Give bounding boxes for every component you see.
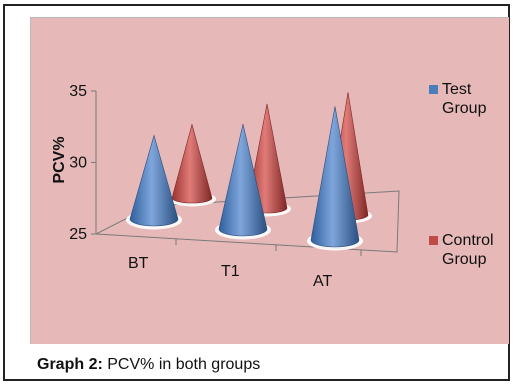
x-tick-label: AT — [313, 273, 332, 290]
y-tick-label: 30 — [69, 155, 87, 172]
cone-body — [171, 123, 213, 204]
legend-label-test-line2: Group — [442, 100, 487, 117]
legend-label-control-line1: Control — [442, 232, 494, 249]
chart-canvas: 25 30 35 PCV% BT T1 AT — [51, 83, 400, 290]
cone-control-bt — [168, 123, 216, 207]
cone-test-bt — [126, 134, 182, 230]
cone-test-at — [307, 106, 363, 251]
legend-label-control-line2: Group — [442, 251, 487, 268]
legend-swatch-control — [429, 236, 438, 245]
figure-caption: Graph 2: PCV% in both groups — [37, 356, 260, 374]
chart-area: 25 30 35 PCV% BT T1 AT Test Group Control Grou… — [30, 17, 509, 344]
caption-label: Graph 2: — [37, 356, 103, 373]
y-tick-label: 25 — [69, 226, 87, 243]
x-tick-label: T1 — [221, 263, 240, 280]
x-tick-label: BT — [128, 255, 149, 272]
cone-body — [310, 106, 360, 248]
y-tick-label: 35 — [69, 83, 87, 100]
cone-body — [129, 134, 179, 227]
caption-text: PCV% in both groups — [102, 356, 261, 373]
y-axis-title: PCV% — [51, 136, 68, 183]
legend-label-test-line1: Test — [442, 81, 472, 98]
legend-swatch-test — [429, 85, 438, 94]
cone-test-t1 — [215, 123, 271, 240]
cone-body — [218, 123, 268, 237]
